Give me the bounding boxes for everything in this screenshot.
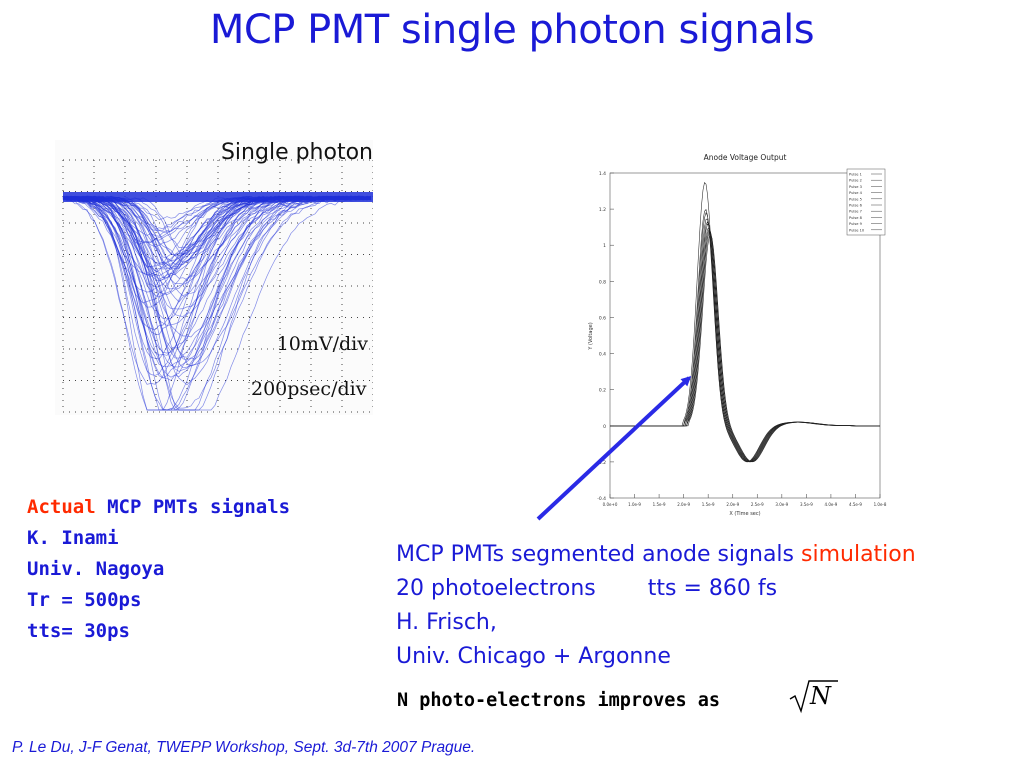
sim-legend-entry: Pulse 9 <box>849 222 863 226</box>
caption-author: K. Inami <box>27 527 119 549</box>
sim-xtick-label: 4.5e-9 <box>849 502 862 507</box>
sim-legend-entry: Pulse 7 <box>849 210 862 214</box>
sim-ytick-label: 0.8 <box>599 279 606 285</box>
oscilloscope-image: Single photon 10mV/div 200psec/div <box>55 140 373 415</box>
sim-caption-author: H. Frisch, <box>396 610 497 635</box>
sim-pulses <box>610 182 880 463</box>
caption-tr: Tr = 500ps <box>27 589 142 611</box>
scope-volts-label: 10mV/div <box>276 333 368 355</box>
actual-signals-caption: Actual MCP PMTs signals K. Inami Univ. N… <box>27 492 290 647</box>
simulation-plot-svg: Anode Voltage Output 1.4 1.2 1 0.8 0.6 0.4 0.2 0… <box>588 153 887 517</box>
slide-title: MCP PMT single photon signals <box>209 7 815 53</box>
sim-xtick-label: 3.0e-9 <box>775 502 788 507</box>
sqrt-n: N <box>810 682 831 710</box>
scope-time-label: 200psec/div <box>251 378 367 400</box>
improvement-statement: N photo-electrons improves as <box>397 690 721 711</box>
sim-ytick-label: -0.4 <box>597 496 606 502</box>
sim-xtick-label: 1.5e-9 <box>653 502 666 507</box>
sim-xtick-label: 0.0e+0 <box>603 502 618 507</box>
sim-ylabel: Y (Voltage) <box>588 322 594 350</box>
sim-xtick-label: 1.5e-9 <box>702 502 715 507</box>
sim-xtick-label: 2.0e-9 <box>677 502 690 507</box>
sim-xtick-label: 2.5e-9 <box>751 502 764 507</box>
sim-ytick-label: 0 <box>603 424 606 430</box>
sim-caption-line-1-text: MCP PMTs segmented anode signals <box>396 542 802 567</box>
scope-title-label: Single photon <box>220 140 373 165</box>
sim-xlabel: X (Time sec) <box>729 511 760 517</box>
simulation-plot: Anode Voltage Output 1.4 1.2 1 0.8 0.6 0.4 0.2 0… <box>560 148 900 528</box>
sim-ytick-label: 0.6 <box>599 315 606 321</box>
slide-footer: P. Le Du, J-F Genat, TWEPP Workshop, Sep… <box>12 739 476 756</box>
scope-baseline <box>63 192 373 202</box>
sim-plot-title: Anode Voltage Output <box>704 153 787 162</box>
sim-caption-institution: Univ. Chicago + Argonne <box>396 644 671 669</box>
sqrt-symbol <box>789 680 838 714</box>
sim-caption-line-1: MCP PMTs segmented anode signals simulat… <box>396 538 916 572</box>
actual-label: Actual <box>27 496 96 518</box>
sim-legend-entry: Pulse 2 <box>849 179 862 183</box>
sim-xtick-label: 1.0e-9 <box>628 502 641 507</box>
sim-legend-entry: Pulse 10 <box>849 228 865 232</box>
sim-plot-frame <box>609 172 881 499</box>
caption-line-1-rest: MCP PMTs signals <box>95 496 291 518</box>
sim-ytick-label: -0.2 <box>597 460 606 466</box>
caption-tts: tts= 30ps <box>27 620 130 642</box>
sim-legend-entry: Pulse 5 <box>849 197 862 201</box>
sim-legend-entry: Pulse 3 <box>849 185 862 189</box>
photoelectrons-label: 20 photoelectrons <box>396 576 596 601</box>
simulation-caption: MCP PMTs segmented anode signals simulat… <box>396 538 916 674</box>
sim-ytick-label: 1.4 <box>599 171 606 177</box>
caption-institution: Univ. Nagoya <box>27 558 165 580</box>
oscilloscope-traces <box>62 159 373 413</box>
sim-ytick-label: 0.2 <box>599 388 606 394</box>
sim-xtick-label: 3.5e-9 <box>800 502 813 507</box>
sim-xtick-label: 1.0e-8 <box>874 502 887 507</box>
sim-legend-entry: Pulse 6 <box>849 204 863 208</box>
sim-ytick-label: 1.2 <box>599 207 606 213</box>
sqrt-formula: N <box>788 678 840 718</box>
sim-legend-entry: Pulse 1 <box>849 173 862 177</box>
sim-xtick-label: 2.0e-9 <box>726 502 739 507</box>
sim-ytick-label: 0.4 <box>599 352 606 358</box>
sim-ytick-label: 1 <box>603 243 606 249</box>
sim-legend-entry: Pulse 4 <box>849 191 863 195</box>
sim-xtick-label: 4.0e-9 <box>825 502 838 507</box>
sim-legend-entry: Pulse 8 <box>849 216 863 220</box>
tts-label: tts = 860 fs <box>647 576 778 601</box>
simulation-label: simulation <box>801 542 916 567</box>
sim-caption-line-2: 20 photoelectrons tts = 860 fs <box>396 572 916 606</box>
caption-line-1: Actual MCP PMTs signals <box>27 492 290 523</box>
